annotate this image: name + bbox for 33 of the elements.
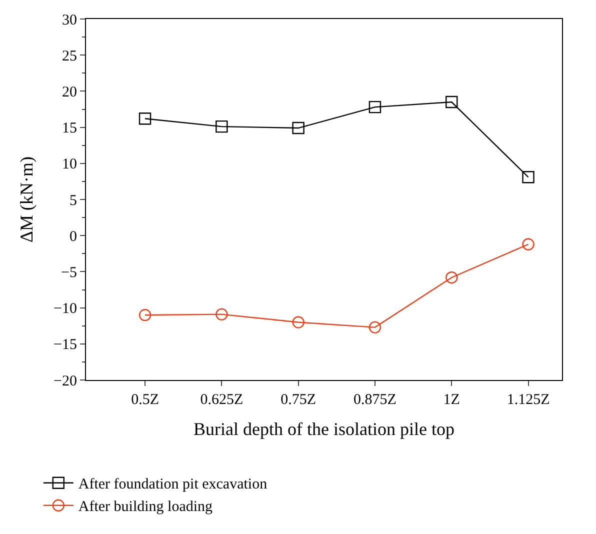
point [446,96,458,108]
point [292,122,304,134]
legend-label: After foundation pit excavation [78,476,268,493]
y-tick-label: 30 [62,12,77,28]
x-tick-label: 1.125Z [506,392,550,408]
x-tick-label: 0.625Z [200,392,244,408]
y-tick-label: −5 [61,264,77,281]
y-tick-label: 20 [62,84,77,100]
y-tick-label: 15 [62,120,77,137]
x-tick-label: 0.5Z [131,392,159,408]
x-tick-label: 1Z [443,392,460,408]
y-tick-label: −10 [54,301,77,318]
point [368,100,382,114]
point [138,308,152,322]
point [446,271,458,284]
legend-label: After building loading [78,499,214,516]
point [138,112,152,125]
x-tick-label: 0.875Z [354,392,396,408]
y-tick-label: −20 [54,373,77,390]
y-tick-label: 25 [62,48,77,64]
point [216,308,228,320]
point [522,238,534,250]
point [216,120,228,133]
y-tick-label: −15 [54,337,77,354]
y-tick-label: 5 [70,192,77,209]
x-tick-label: 0.75Z [280,392,316,408]
x-axis-title: Burial depth of the isolation pile top [194,419,454,440]
y-tick-label: 10 [62,156,77,173]
point [522,171,534,184]
point [292,316,304,328]
point [368,321,382,334]
y-tick-label: 0 [70,228,77,245]
y-axis-title: ΔM (kN·m) [16,156,37,243]
